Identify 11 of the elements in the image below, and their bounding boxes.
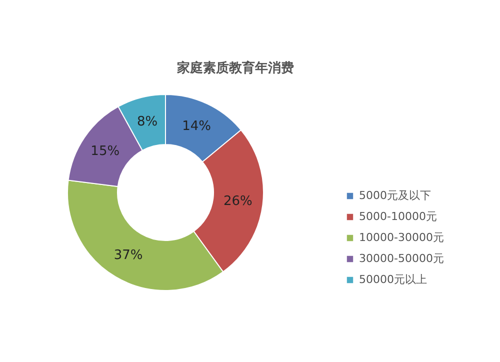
data-label: 14% [182, 118, 212, 134]
legend-label: 50000元以上 [359, 272, 427, 287]
data-label: 15% [90, 144, 120, 159]
data-label: 37% [114, 248, 143, 263]
chart-title: 家庭素质教育年消费 [176, 60, 294, 76]
data-label: 26% [223, 194, 252, 210]
legend-label: 10000-30000元 [359, 230, 444, 245]
data-label: 8% [137, 114, 158, 130]
legend-label: 5000元及以下 [359, 188, 431, 203]
legend-label: 5000-10000元 [359, 209, 437, 224]
legend-label: 30000-50000元 [359, 251, 444, 266]
